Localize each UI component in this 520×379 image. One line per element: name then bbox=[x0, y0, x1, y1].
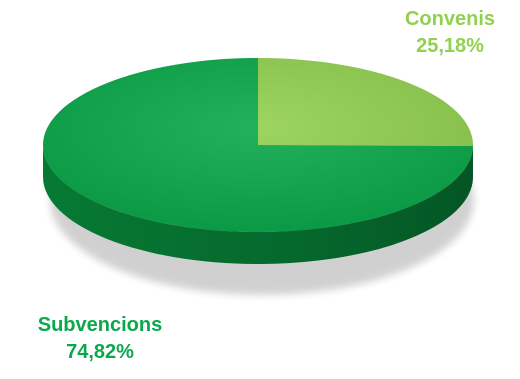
slice-label-subvencions: Subvencions 74,82% bbox=[0, 312, 200, 366]
pie-side-shading-subvencions bbox=[43, 145, 473, 264]
slice-name-subvencions: Subvencions bbox=[37, 314, 163, 336]
slice-value-subvencions: 74,82% bbox=[66, 341, 134, 363]
slice-name-convenis: Convenis bbox=[404, 8, 496, 30]
slice-value-convenis: 25,18% bbox=[416, 35, 484, 57]
pie-tops bbox=[42, 58, 473, 232]
pie-slice-convenis bbox=[258, 58, 473, 146]
slice-label-convenis: Convenis 25,18% bbox=[380, 6, 520, 60]
